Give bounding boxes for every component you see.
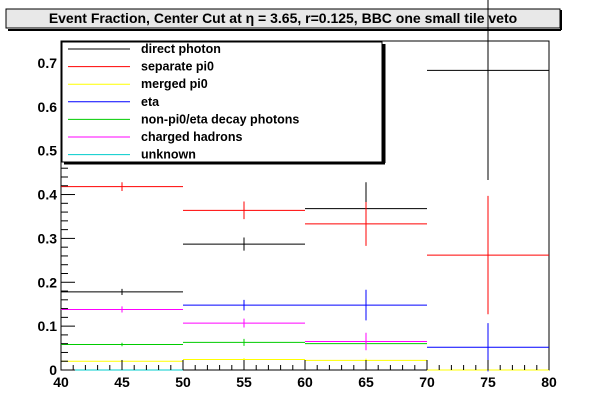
legend-entries: direct photon separate pi0 merged pi0 eta no… [68,42,299,162]
y-tick-label: 0 [49,362,57,378]
legend-entry: charged hadrons [68,130,242,144]
data-marks [61,0,549,372]
x-tick-label: 40 [53,374,69,390]
data-point [427,0,549,181]
x-tick-label: 75 [480,374,496,390]
y-tick-label: 0.6 [38,99,58,115]
legend: direct photon separate pi0 merged pi0 eta no… [61,41,386,165]
x-tick-label: 55 [236,374,252,390]
y-tick-label: 0.2 [38,274,58,290]
data-point [183,201,305,220]
legend-label: non-pi0/eta decay photons [141,112,299,126]
data-point [61,342,183,347]
x-tick-label: 80 [541,374,557,390]
y-tick-label: 0.7 [38,55,58,71]
x-tick-label: 65 [358,374,374,390]
title-box: Event Fraction, Center Cut at η = 3.65, … [5,8,562,31]
data-point [183,237,305,251]
legend-entry: merged pi0 [68,77,208,91]
data-point [427,195,549,315]
data-point [305,332,427,351]
data-point [183,299,305,311]
data-point [61,182,183,192]
legend-label: unknown [141,148,196,162]
legend-label: separate pi0 [141,60,214,74]
data-point [305,201,427,246]
y-tick-label: 0.4 [38,187,58,203]
legend-entry: separate pi0 [68,60,214,74]
x-tick-label: 60 [297,374,313,390]
data-point [183,318,305,328]
data-point [305,289,427,321]
y-tick-label: 0.3 [38,230,58,246]
x-tick-label: 45 [114,374,130,390]
y-tick-label: 0.5 [38,143,58,159]
legend-label: charged hadrons [141,130,242,144]
data-point [183,338,305,346]
legend-entry: non-pi0/eta decay photons [68,112,299,126]
legend-entry: unknown [68,148,196,162]
data-point [61,306,183,313]
y-tick-label: 0.1 [38,318,58,334]
chart-title: Event Fraction, Center Cut at η = 3.65, … [49,10,517,26]
legend-entry: eta [68,95,160,109]
legend-entry: direct photon [68,42,221,56]
legend-label: merged pi0 [141,77,208,91]
data-point [61,288,183,295]
x-tick-label: 70 [419,374,435,390]
x-tick-label: 50 [175,374,191,390]
legend-label: direct photon [141,42,221,56]
legend-label: eta [141,95,160,109]
